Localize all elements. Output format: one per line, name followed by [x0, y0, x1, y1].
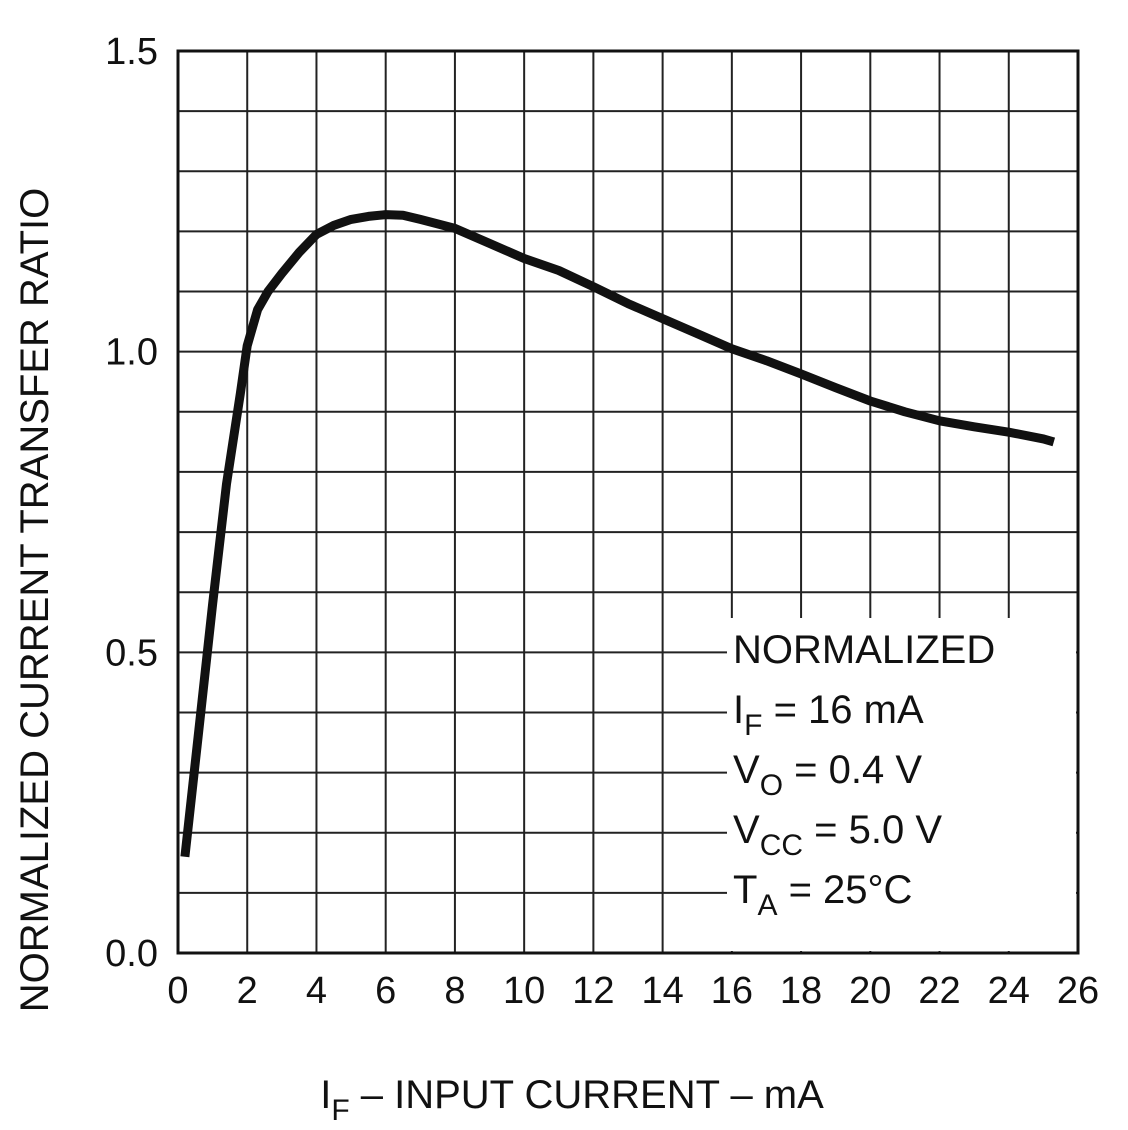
x-tick-label: 22	[918, 970, 960, 1012]
legend-line: TA = 25°C	[733, 868, 912, 922]
legend-line: VCC = 5.0 V	[733, 808, 942, 862]
y-tick-label: 1.0	[105, 332, 158, 374]
x-tick-label: 18	[780, 970, 822, 1012]
x-tick-label: 24	[988, 970, 1030, 1012]
x-tick-label: 12	[572, 970, 614, 1012]
legend-line: VO = 0.4 V	[733, 748, 922, 802]
y-tick-label: 0.5	[105, 632, 158, 674]
legend-line: NORMALIZED	[733, 628, 995, 672]
x-tick-label: 6	[375, 970, 396, 1012]
series-line	[180, 210, 1056, 858]
legend-box	[727, 618, 1076, 951]
y-tick-label: 0.0	[105, 933, 158, 975]
x-tick-label: 14	[641, 970, 683, 1012]
x-tick-label: 10	[503, 970, 545, 1012]
plot-frame	[176, 49, 1080, 955]
series-group	[180, 210, 1056, 858]
x-tick-label: 4	[306, 970, 327, 1012]
grid	[176, 49, 1080, 955]
x-tick-label: 16	[711, 970, 753, 1012]
axis-labels: NORMALIZED CURRENT TRANSFER RATIO IF – IN…	[13, 188, 824, 1127]
y-axis-title: NORMALIZED CURRENT TRANSFER RATIO	[13, 188, 57, 1013]
x-axis-title: IF – INPUT CURRENT – mA	[320, 1073, 824, 1127]
y-tick-label: 1.5	[105, 31, 158, 73]
legend: NORMALIZED IF = 16 mA VO = 0.4 V VCC = 5.0 …	[727, 618, 1076, 951]
legend-line: IF = 16 mA	[733, 688, 924, 742]
x-tick-label: 20	[849, 970, 891, 1012]
tick-labels: 0 2 4 6 8 10 12 14 16 18 20 22 24 260.00.51.01.5	[105, 31, 1099, 1012]
x-tick-label: 26	[1057, 970, 1099, 1012]
x-tick-label: 8	[444, 970, 465, 1012]
x-tick-label: 2	[237, 970, 258, 1012]
x-tick-label: 0	[167, 970, 188, 1012]
